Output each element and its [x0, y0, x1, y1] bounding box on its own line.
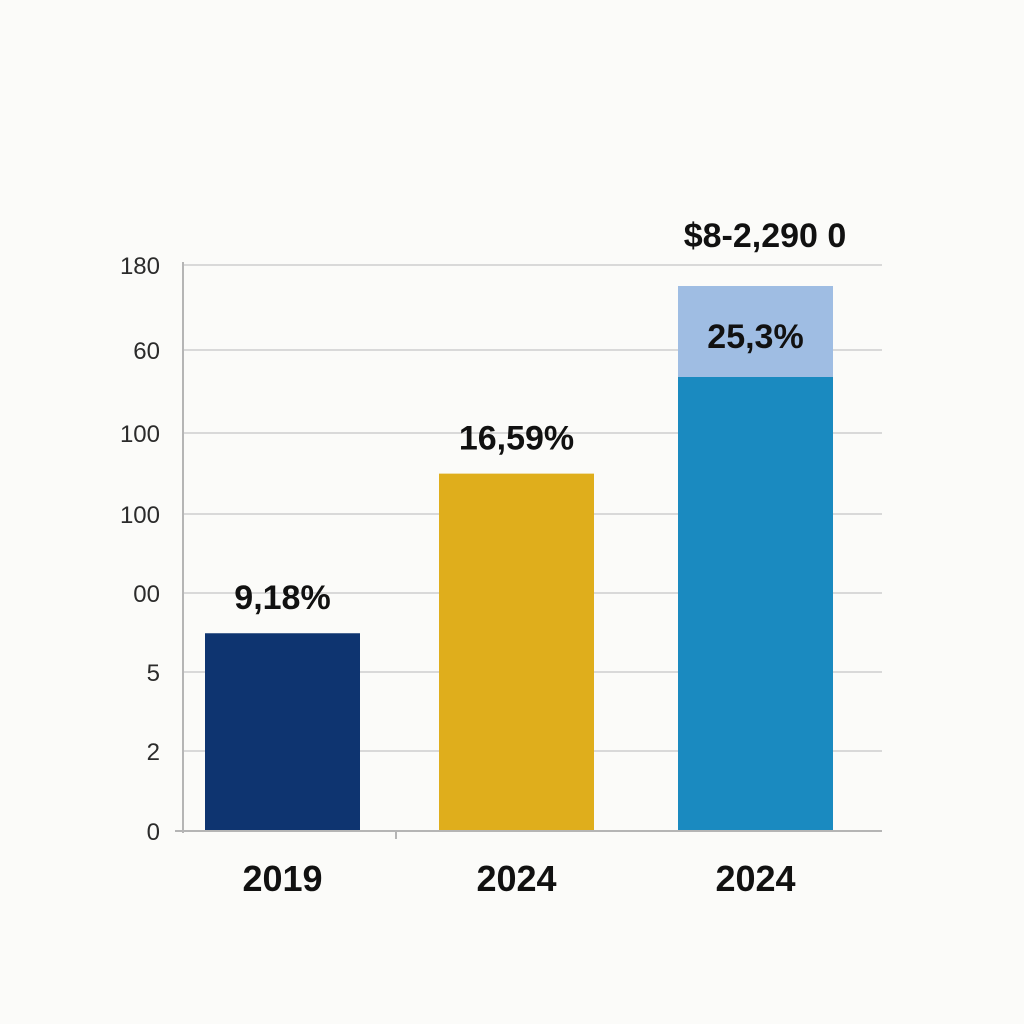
- y-tick-label: 100: [120, 502, 160, 529]
- y-tick-label: 0: [147, 819, 160, 846]
- x-tick-label: 2024: [476, 858, 556, 899]
- bars: [205, 286, 833, 831]
- y-tick-label: 2: [147, 739, 160, 766]
- y-tick-label: 60: [133, 338, 160, 365]
- bar-2: [439, 473, 594, 831]
- data-label-bar-1: 9,18%: [234, 579, 330, 617]
- data-label-bar-2: 16,59%: [459, 420, 574, 458]
- y-tick-label: 00: [133, 581, 160, 608]
- bar-1: [205, 633, 360, 831]
- x-tick-label: 2024: [715, 858, 795, 899]
- y-tick-label: 5: [147, 660, 160, 687]
- axes: [175, 262, 882, 839]
- bar-highlight-band: [678, 286, 833, 377]
- data-label-bar-3: 25,3%: [707, 318, 803, 356]
- y-tick-label: 180: [120, 253, 160, 280]
- y-tick-label: 100: [120, 421, 160, 448]
- data-labels: 9,18% 16,59% 25,3%: [234, 318, 803, 617]
- x-axis-ticks: 2019 2024 2024: [242, 858, 795, 899]
- y-axis-ticks: 0 2 5 00 100 100 60 180: [120, 253, 160, 846]
- x-tick-label: 2019: [242, 858, 322, 899]
- top-annotation: $8-2,290 0: [684, 217, 847, 255]
